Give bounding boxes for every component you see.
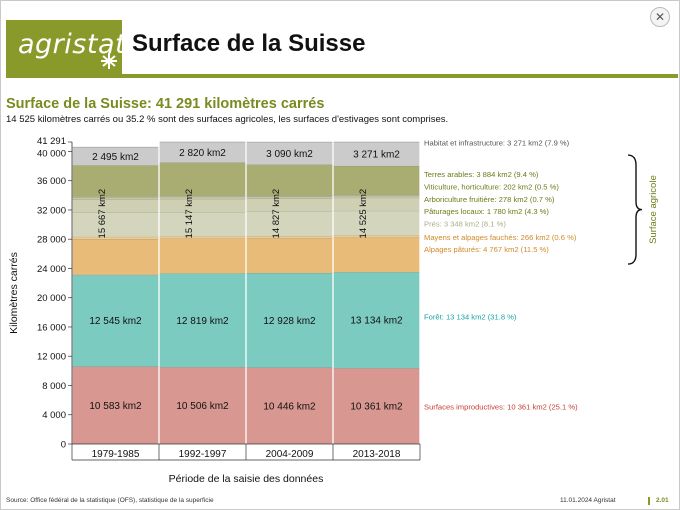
bar-segment xyxy=(159,236,246,239)
bar-segment xyxy=(72,236,159,240)
bar-segment xyxy=(333,197,420,211)
legend-entry: Habitat et infrastructure: 3 271 km2 (7.… xyxy=(424,139,570,148)
footer-date: 11.01.2024 Agristat xyxy=(560,497,616,504)
bar-segment xyxy=(246,367,333,444)
x-tick-label: 1992-1997 xyxy=(179,449,227,460)
legend-entry: Terres arables: 3 884 km2 (9.4 %) xyxy=(424,170,539,179)
bar-segment xyxy=(246,196,333,199)
bar-segment xyxy=(333,272,420,369)
header-divider xyxy=(6,74,678,78)
data-label: 10 506 km2 xyxy=(176,401,229,412)
bar-segment xyxy=(72,274,159,367)
bar-segment xyxy=(246,273,333,368)
logo-text: agristat xyxy=(18,29,127,60)
brace-label: Surface agricole xyxy=(648,175,659,244)
agri-total-label: 14 525 km2 xyxy=(358,189,369,239)
close-button[interactable]: ✕ xyxy=(650,7,670,27)
bar-segment xyxy=(159,238,246,274)
y-tick-label: 41 291 xyxy=(37,136,66,147)
agri-total-label: 15 667 km2 xyxy=(97,189,108,239)
agri-total-label: 15 147 km2 xyxy=(184,189,195,239)
bar-segment xyxy=(72,197,159,200)
data-label: 12 819 km2 xyxy=(176,316,229,327)
bar-segment xyxy=(246,211,333,237)
bar-segment xyxy=(159,195,246,197)
bar-segment xyxy=(333,165,420,195)
bar-segment xyxy=(333,142,420,166)
bar-segment xyxy=(159,196,246,199)
legend-entry: Viticulture, horticulture: 202 km2 (0.5 … xyxy=(424,182,559,191)
data-label: 12 928 km2 xyxy=(263,316,316,327)
bar-segment xyxy=(72,239,159,275)
legend-entry: Alpages pâturés: 4 767 km2 (11.5 %) xyxy=(424,245,549,254)
y-tick-label: 24 000 xyxy=(37,264,66,275)
bar-segment xyxy=(246,236,333,239)
chart-subtitle: Surface de la Suisse: 41 291 kilomètres … xyxy=(6,96,325,112)
x-axis-title: Période de la saisie des données xyxy=(169,473,324,485)
x-tick-label: 2004-2009 xyxy=(266,449,314,460)
legend-entry: Mayens et alpages fauchés: 266 km2 (0.6 … xyxy=(424,233,577,242)
bar-segment xyxy=(72,199,159,213)
bar-segment xyxy=(72,147,159,166)
footer-source: Source: Office fédéral de la statistique… xyxy=(6,497,214,504)
y-tick-label: 16 000 xyxy=(37,322,66,333)
agri-brace xyxy=(627,154,643,265)
legend-entry: Prés: 3 348 km2 (8.1 %) xyxy=(424,220,506,229)
legend-entry: Arboriculture fruitière: 278 km2 (0.7 %) xyxy=(424,195,555,204)
bar-segment xyxy=(72,212,159,237)
x-tick-label: 2013-2018 xyxy=(353,449,401,460)
bar-segment xyxy=(333,195,420,198)
data-label: 10 446 km2 xyxy=(263,401,316,412)
bar-segment xyxy=(72,195,159,198)
legend-entry: Forêt: 13 134 km2 (31.8 %) xyxy=(424,313,517,322)
bar-segment xyxy=(333,194,420,196)
chart-description: 14 525 kilomètres carrés ou 35.2 % sont … xyxy=(6,114,449,125)
bar-segment xyxy=(333,237,420,273)
data-label: 3 090 km2 xyxy=(266,149,313,160)
bar-segment xyxy=(159,273,246,368)
agristat-logo: agristat xyxy=(6,20,126,74)
y-tick-label: 36 000 xyxy=(37,176,66,187)
data-label: 2 820 km2 xyxy=(179,148,226,159)
page-number: 2.01 xyxy=(656,497,669,504)
bar-segment xyxy=(333,235,420,238)
y-tick-label: 32 000 xyxy=(37,205,66,216)
bar-segment xyxy=(333,210,420,236)
bar-segment xyxy=(159,212,246,237)
y-tick-label: 8 000 xyxy=(42,381,66,392)
bar-segment xyxy=(246,238,333,274)
bar-segment xyxy=(159,162,246,196)
bar-segment xyxy=(246,164,333,196)
data-label: 10 583 km2 xyxy=(89,401,142,412)
data-label: 10 361 km2 xyxy=(350,402,403,413)
page-title: Surface de la Suisse xyxy=(132,30,366,57)
bar-segment xyxy=(72,366,159,444)
bar-segment xyxy=(246,195,333,197)
y-tick-label: 4 000 xyxy=(42,410,66,421)
stacked-bar-chart: 10 583 km2 12 545 km2 2 495 km2 15 667 km2 1… xyxy=(8,136,659,485)
data-label: 13 134 km2 xyxy=(350,316,403,327)
y-tick-label: 28 000 xyxy=(37,235,66,246)
bar-segment xyxy=(246,198,333,212)
bar-segment xyxy=(333,368,420,444)
logo-cross-icon xyxy=(101,53,117,69)
data-label: 12 545 km2 xyxy=(89,316,142,327)
bar-segment xyxy=(246,142,333,165)
bar-segment xyxy=(159,198,246,213)
data-label: 3 271 km2 xyxy=(353,149,400,160)
legend-entry: Surfaces improductives: 10 361 km2 (25.1… xyxy=(424,402,578,411)
bar-segment xyxy=(159,141,246,163)
bar-segment xyxy=(159,367,246,444)
legend-entry: Pâturages locaux: 1 780 km2 (4.3 %) xyxy=(424,207,549,216)
y-tick-label: 20 000 xyxy=(37,293,66,304)
y-tick-label: 0 xyxy=(61,440,66,451)
y-tick-label: 40 000 xyxy=(37,148,66,159)
agri-total-label: 14 827 km2 xyxy=(271,189,282,239)
bar-segment xyxy=(72,165,159,196)
data-label: 2 495 km2 xyxy=(92,152,139,163)
y-axis-title: Kilomètres carrés xyxy=(8,252,20,334)
footer-divider xyxy=(648,497,650,505)
y-tick-label: 12 000 xyxy=(37,352,66,363)
x-tick-label: 1979-1985 xyxy=(92,449,140,460)
